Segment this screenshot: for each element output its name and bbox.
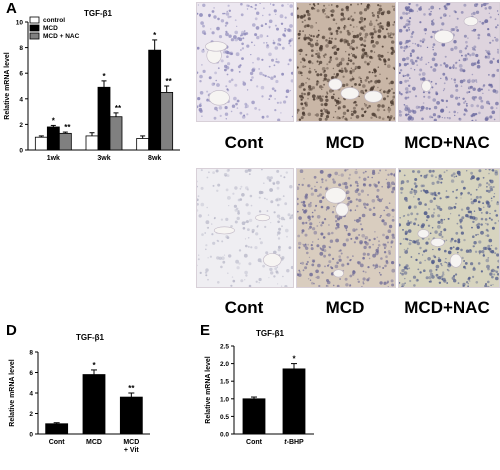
- micrograph-c-mcd: [296, 168, 396, 288]
- x-tick-label: MCD: [86, 439, 102, 446]
- y-tick-label: 2: [29, 411, 33, 418]
- y-tick-label: 0: [19, 148, 23, 155]
- caption-c-cont: Cont: [224, 298, 264, 317]
- y-tick-label: 0.5: [220, 414, 229, 421]
- chart-d: TGF-β1 0 2 4 6 8 Relative mRNA level Cont * MCD **…: [0, 322, 192, 470]
- x-tick-label: t-BHP: [284, 439, 304, 446]
- significance-mark: **: [64, 123, 71, 132]
- caption-b-mcd-nac: MCD+NAC: [404, 133, 490, 152]
- y-tick-label: 0.0: [220, 432, 229, 439]
- y-tick-label: 6: [29, 370, 33, 377]
- y-axis-label: Relative mRNA level: [205, 356, 212, 423]
- x-tick-label: 8wk: [148, 155, 161, 162]
- significance-mark: *: [153, 31, 157, 40]
- y-tick-label: 0: [29, 432, 33, 439]
- y-tick-label: 4: [19, 96, 23, 103]
- bar: [148, 49, 162, 151]
- y-tick-label: 1.0: [220, 396, 229, 403]
- x-tick-label: Cont: [49, 439, 66, 446]
- legend-label: MCD: [43, 25, 58, 32]
- y-axis-label: Relative mRNA level: [4, 52, 11, 119]
- caption-c-mcd-nac: MCD+NAC: [404, 298, 490, 317]
- panel-label-e: E: [200, 322, 211, 339]
- x-tick-label: + Vit: [124, 447, 140, 454]
- bar: [109, 116, 123, 151]
- micrograph-c-mcd-nac: [398, 168, 500, 288]
- panel-label-a: A: [6, 0, 17, 17]
- bar: [136, 138, 150, 151]
- chart-title: TGF-β1: [84, 9, 113, 18]
- micrograph-b-cont: [196, 2, 294, 122]
- bar: [85, 135, 99, 151]
- bar: [97, 86, 111, 151]
- significance-mark: **: [128, 384, 135, 393]
- bar: [34, 136, 48, 151]
- micrograph-b-mcd: [296, 2, 396, 122]
- bar: [119, 396, 143, 435]
- legend-swatch: [29, 24, 40, 32]
- significance-mark: *: [92, 361, 96, 370]
- chart-title: TGF-β1: [256, 329, 285, 338]
- micrograph-background: [297, 3, 395, 121]
- x-tick-label: Cont: [246, 439, 263, 446]
- legend-swatch: [29, 16, 40, 24]
- bar: [160, 92, 174, 151]
- significance-mark: **: [166, 77, 173, 86]
- bar: [46, 126, 60, 151]
- bar: [82, 374, 106, 435]
- legend-label: MCD + NAC: [43, 33, 80, 40]
- y-tick-label: 2.5: [220, 344, 229, 351]
- caption-b-mcd: MCD: [325, 133, 365, 152]
- y-tick-label: 10: [16, 20, 24, 27]
- caption-b-cont: Cont: [224, 133, 264, 152]
- significance-mark: **: [115, 104, 122, 113]
- y-tick-label: 2.0: [220, 361, 229, 368]
- bar: [282, 368, 306, 435]
- chart-e: TGF-β1 0.0 0.5 1.0 1.5 2.0 2.5 Relative mRNA le…: [196, 322, 366, 470]
- chart-a: TGF-β1 0 2 4 6 8 10 Relative mRNA level * ** 1wk * *…: [0, 0, 192, 200]
- y-axis-label: Relative mRNA level: [9, 359, 16, 426]
- bar: [242, 398, 266, 435]
- legend-label: control: [43, 17, 65, 24]
- y-tick-label: 4: [29, 391, 33, 398]
- y-tick-label: 1.5: [220, 379, 229, 386]
- y-tick-label: 2: [19, 122, 23, 129]
- y-tick-label: 8: [19, 45, 23, 52]
- chart-e-svg: TGF-β1 0.0 0.5 1.0 1.5 2.0 2.5 Relative mRNA le…: [205, 329, 314, 446]
- panel-label-d: D: [6, 322, 17, 339]
- micrograph-background: [399, 169, 499, 287]
- x-tick-label: MCD: [123, 439, 139, 446]
- significance-mark: *: [292, 355, 296, 364]
- x-tick-label: 3wk: [97, 155, 110, 162]
- caption-c-mcd: MCD: [325, 298, 365, 317]
- y-tick-label: 6: [19, 71, 23, 78]
- significance-mark: *: [102, 72, 106, 81]
- chart-d-svg: TGF-β1 0 2 4 6 8 Relative mRNA level Cont * MCD **…: [9, 333, 150, 454]
- significance-mark: *: [52, 116, 56, 125]
- bar: [45, 423, 69, 435]
- micrograph-b-mcd-nac: [398, 2, 500, 122]
- x-tick-label: 1wk: [47, 155, 60, 162]
- legend-swatch: [29, 32, 40, 40]
- chart-title: TGF-β1: [76, 333, 105, 342]
- bar: [58, 132, 72, 151]
- micrograph-c-cont: [196, 168, 294, 288]
- y-tick-label: 8: [29, 350, 33, 357]
